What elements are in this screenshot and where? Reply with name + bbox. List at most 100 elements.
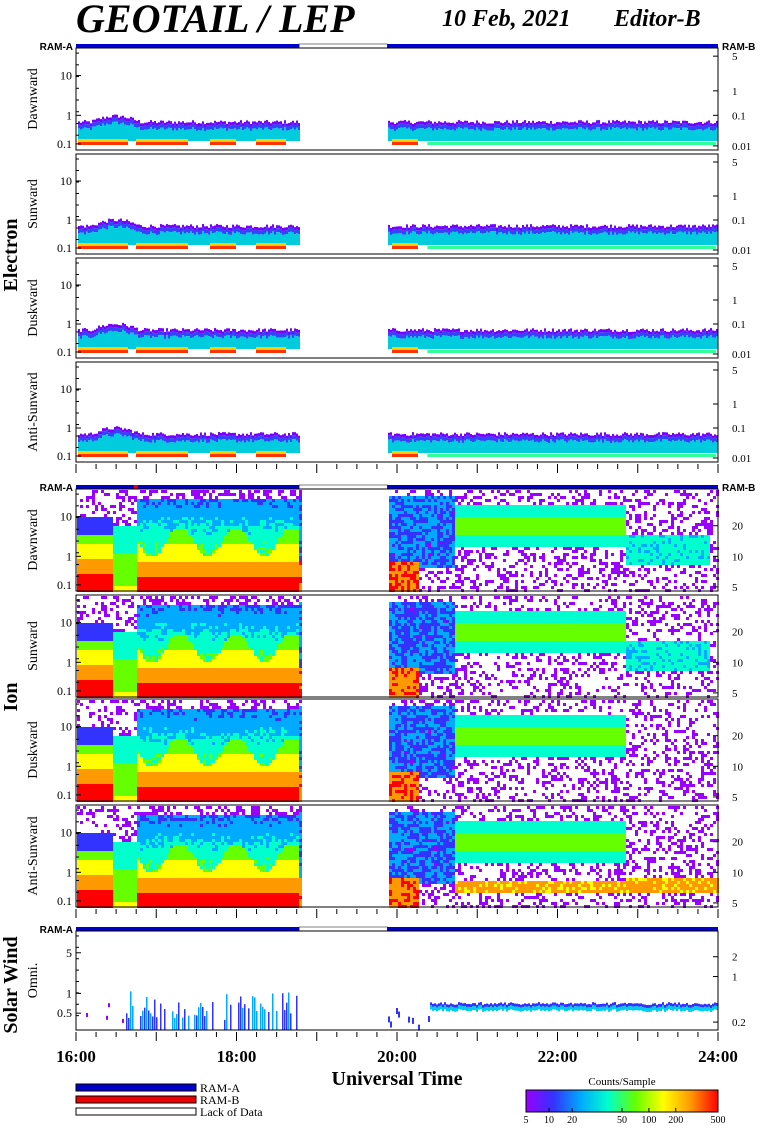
left-tick-label: 1 (66, 986, 72, 1000)
right-tick-label: 0.01 (732, 141, 751, 153)
spectrogram-data (86, 991, 718, 1030)
colorbar-tick-label: 20 (567, 1115, 577, 1126)
panel-ion-dawnward (76, 489, 719, 592)
right-tick-label: 1 (732, 972, 738, 984)
left-tick-label: 10 (60, 510, 72, 524)
panel-label: Omni. (26, 963, 41, 998)
panel-label: Duskward (26, 721, 41, 779)
ram-bar-gap (299, 44, 387, 48)
right-tick-label: 20 (732, 627, 744, 639)
group-label: Ion (0, 683, 22, 712)
left-tick-label: 0.1 (57, 137, 72, 151)
left-tick-label: 1 (66, 759, 72, 773)
ram-right-label: RAM-B (722, 483, 755, 494)
ram-b-marker (134, 485, 138, 489)
spectrogram-data (77, 806, 719, 908)
x-tick-label: 24:00 (698, 1047, 738, 1066)
left-tick-label: 10 (60, 382, 72, 396)
left-tick-label: 10 (60, 826, 72, 840)
ram-left-label: RAM-A (40, 42, 73, 53)
left-tick-label: 10 (60, 278, 72, 292)
ram-bar (76, 927, 718, 931)
x-tick-label: 16:00 (56, 1047, 96, 1066)
right-tick-label: 10 (732, 551, 744, 563)
panel-electron-duskward (76, 258, 718, 358)
legend-label: Lack of Data (200, 1105, 263, 1119)
right-tick-label: 20 (732, 521, 744, 533)
right-tick-label: 1 (732, 191, 738, 203)
editor-label: Editor-B (613, 6, 701, 32)
colorbar-tick-label: 100 (641, 1115, 656, 1126)
panel-label: Sunward (26, 179, 41, 229)
panel-ion-duskward (76, 699, 719, 802)
right-tick-label: 5 (732, 51, 738, 63)
page-title: GEOTAIL / LEP (76, 0, 355, 41)
right-tick-label: 5 (732, 365, 738, 377)
legend-swatch (76, 1096, 196, 1103)
left-tick-label: 1 (66, 865, 72, 879)
ram-bar (76, 44, 718, 48)
left-tick-label: 5 (66, 946, 72, 960)
right-tick-label: 0.1 (732, 423, 746, 435)
right-tick-label: 10 (732, 657, 744, 669)
right-tick-label: 1 (732, 295, 738, 307)
x-tick-label: 18:00 (217, 1047, 257, 1066)
right-tick-label: 5 (732, 792, 738, 804)
right-tick-label: 20 (732, 837, 744, 849)
left-tick-label: 0.1 (57, 684, 72, 698)
left-tick-label: 0.1 (57, 788, 72, 802)
panel-label: Duskward (26, 279, 41, 337)
x-tick-label: 22:00 (538, 1047, 578, 1066)
ram-bar (76, 485, 718, 489)
ram-right-label: RAM-B (722, 42, 755, 53)
right-tick-label: 0.01 (732, 349, 751, 361)
right-tick-label: 5 (732, 261, 738, 273)
spectrogram-data (78, 323, 718, 353)
group-ion (76, 485, 719, 918)
right-tick-label: 5 (732, 157, 738, 169)
left-tick-label: 0.1 (57, 241, 72, 255)
left-tick-label: 1 (66, 421, 72, 435)
spectrogram-data (77, 596, 719, 698)
right-tick-label: 5 (732, 582, 738, 594)
panel-label: Anti-Sunward (26, 372, 41, 451)
spectrogram-data (78, 219, 718, 249)
right-tick-label: 10 (732, 867, 744, 879)
panel-label: Dawnward (26, 509, 41, 570)
panel-ion-antisunward (76, 805, 719, 908)
right-tick-label: 5 (732, 898, 738, 910)
legend-swatch (76, 1108, 196, 1115)
left-tick-label: 10 (60, 616, 72, 630)
panel-electron-dawnward (76, 48, 718, 150)
right-tick-label: 0.1 (732, 215, 746, 227)
right-tick-label: 1 (732, 86, 738, 98)
left-tick-label: 0.1 (57, 449, 72, 463)
legend-swatch (76, 1084, 196, 1091)
group-label: Electron (0, 219, 22, 292)
spectrogram-data (78, 426, 718, 457)
left-tick-label: 0.5 (57, 1006, 72, 1020)
group-solar-wind (76, 927, 718, 1041)
spectrogram-data (78, 115, 718, 145)
left-tick-label: 1 (66, 213, 72, 227)
right-tick-label: 0.1 (732, 110, 746, 122)
panel-ion-sunward (76, 595, 719, 698)
right-tick-label: 0.1 (732, 319, 746, 331)
right-tick-label: 0.2 (732, 1017, 746, 1029)
panel-label: Dawnward (26, 68, 41, 129)
panel-solar-wind-omni (76, 931, 718, 1031)
ram-bar-gap (299, 485, 387, 489)
x-tick-label: 20:00 (377, 1047, 417, 1066)
colorbar-tick-label: 10 (544, 1115, 554, 1126)
left-tick-label: 1 (66, 317, 72, 331)
left-tick-label: 10 (60, 720, 72, 734)
left-tick-label: 10 (60, 69, 72, 83)
colorbar-tick-label: 200 (668, 1115, 683, 1126)
left-tick-label: 1 (66, 655, 72, 669)
right-tick-label: 0.01 (732, 245, 751, 257)
right-tick-label: 10 (732, 761, 744, 773)
colorbar-tick-label: 5 (524, 1115, 529, 1126)
ram-bar-gap (299, 927, 387, 931)
date-label: 10 Feb, 2021 (442, 6, 571, 32)
